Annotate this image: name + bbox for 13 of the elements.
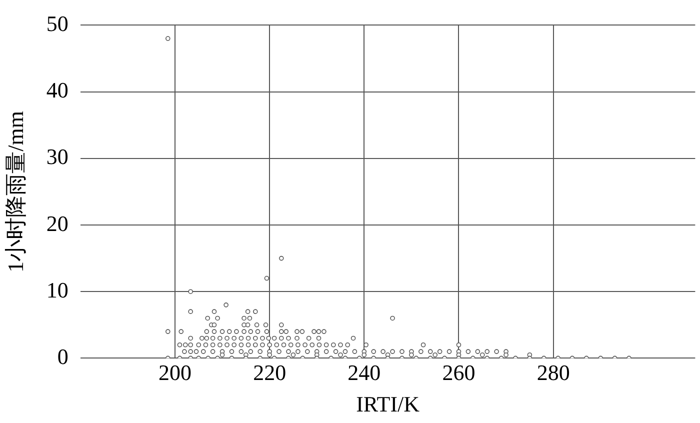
y-tick-label: 50	[46, 10, 68, 36]
y-axis-title: 1小时降雨量/mm	[2, 111, 28, 272]
x-tick-label: 260	[442, 360, 476, 386]
x-tick-label: 240	[348, 360, 381, 386]
y-tick-label: 0	[57, 344, 68, 369]
y-tick-label: 40	[46, 78, 68, 103]
x-tick-label: 200	[158, 360, 192, 386]
y-tick-label: 10	[46, 277, 68, 302]
y-tick-label: 20	[46, 210, 68, 236]
x-tick-label: 280	[536, 360, 570, 386]
x-tick-label: 220	[253, 360, 286, 386]
x-axis-title: IRTI/K	[356, 392, 420, 417]
y-tick-label: 30	[46, 144, 68, 170]
